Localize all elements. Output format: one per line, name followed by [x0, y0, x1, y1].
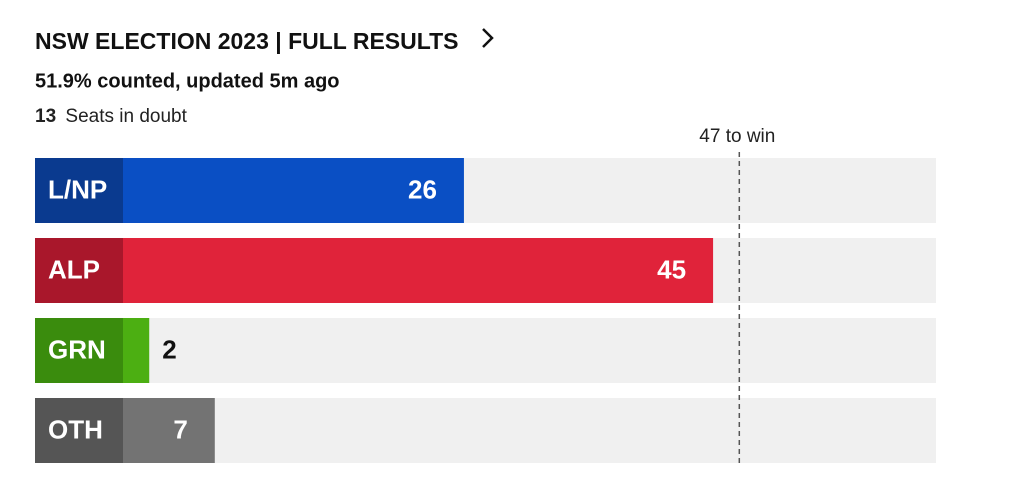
chart-title[interactable]: NSW ELECTION 2023 | FULL RESULTS: [35, 28, 458, 54]
value-label: 7: [173, 414, 187, 444]
party-label: GRN: [48, 334, 106, 364]
threshold-label: 47 to win: [699, 126, 775, 147]
party-label: L/NP: [48, 174, 107, 204]
seats-in-doubt-count: 13: [35, 106, 56, 127]
party-label-box: [35, 398, 123, 463]
party-label: ALP: [48, 254, 100, 284]
value-label: 45: [657, 254, 686, 284]
title-link[interactable]: NSW ELECTION 2023 | FULL RESULTS: [35, 28, 494, 54]
party-label-box: [35, 238, 123, 303]
subtitle: 51.9% counted, updated 5m ago: [35, 70, 340, 92]
value-label: 26: [408, 174, 437, 204]
seats-in-doubt: 13 Seats in doubt: [35, 106, 188, 127]
party-label-box: [35, 158, 123, 223]
chevron-icon[interactable]: [482, 28, 494, 48]
bar: [35, 238, 714, 303]
value-label: 2: [162, 334, 176, 364]
seats-in-doubt-label: Seats in doubt: [65, 106, 187, 127]
bar-track: [35, 318, 936, 383]
party-label-box: [35, 318, 123, 383]
party-label: OTH: [48, 414, 103, 444]
